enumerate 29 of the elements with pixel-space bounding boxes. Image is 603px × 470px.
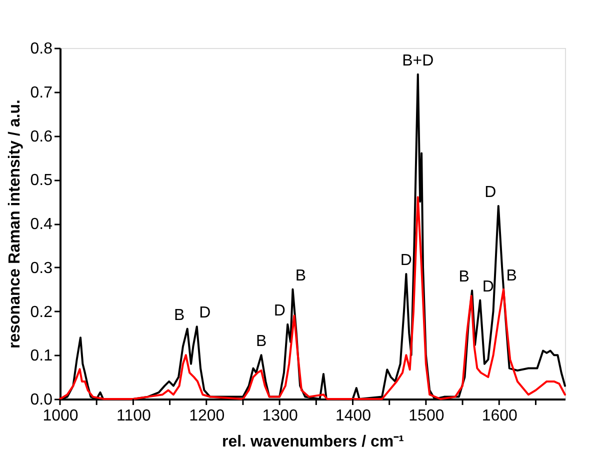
x-axis-title: rel. wavenumbers / cm⁻¹: [222, 434, 404, 450]
annotation: D: [484, 184, 496, 201]
x-tick-label: 1600: [482, 408, 518, 424]
y-tick-label: 0.6: [30, 128, 53, 146]
x-tick-label: 1000: [42, 408, 78, 424]
annotation: B: [295, 267, 306, 284]
y-tick-label: 0.5: [30, 172, 53, 190]
x-tick-label: 1300: [262, 408, 298, 424]
y-tick-label: 0.1: [30, 348, 53, 365]
y-tick-label: 0.7: [30, 84, 53, 102]
x-tick-label: 1400: [335, 408, 372, 424]
x-tick-label: 1100: [116, 408, 151, 424]
annotation: D: [400, 252, 412, 269]
annotation: B: [174, 306, 185, 324]
y-tick-label: 0.4: [30, 216, 53, 233]
annotation: B: [458, 268, 470, 286]
y-tick-label: 0.3: [30, 260, 53, 277]
x-tick-label: 1500: [408, 408, 444, 424]
annotation: D: [199, 304, 211, 322]
y-tick-label: 0.8: [30, 40, 53, 58]
annotation: B+D: [402, 52, 434, 70]
annotation: D: [274, 302, 286, 320]
y-axis-title: resonance Raman intensity / a.u.: [6, 100, 24, 348]
annotation: D: [482, 278, 494, 296]
x-tick-label: 1200: [189, 408, 225, 424]
annotation: B: [506, 267, 517, 284]
y-tick-label: 0.0: [30, 392, 53, 408]
annotation: B: [256, 333, 267, 350]
y-tick-label: 0.2: [30, 304, 53, 321]
